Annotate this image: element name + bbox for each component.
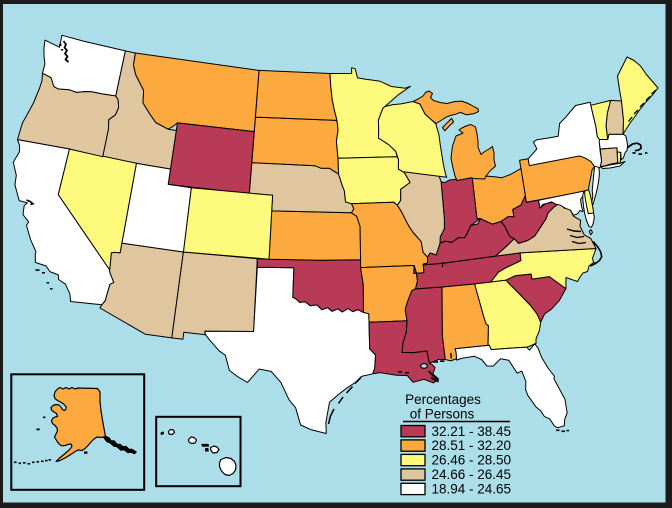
svg-text:28.51 - 32.20: 28.51 - 32.20 (432, 438, 512, 453)
svg-text:26.46 - 28.50: 26.46 - 28.50 (432, 453, 512, 468)
svg-text:Percentages: Percentages (405, 392, 481, 407)
svg-text:18.94 - 24.65: 18.94 - 24.65 (432, 482, 512, 497)
svg-text:24.66 - 26.45: 24.66 - 26.45 (432, 467, 512, 482)
svg-text:of Persons: of Persons (410, 407, 475, 422)
svg-text:32.21 - 38.45: 32.21 - 38.45 (432, 424, 512, 439)
